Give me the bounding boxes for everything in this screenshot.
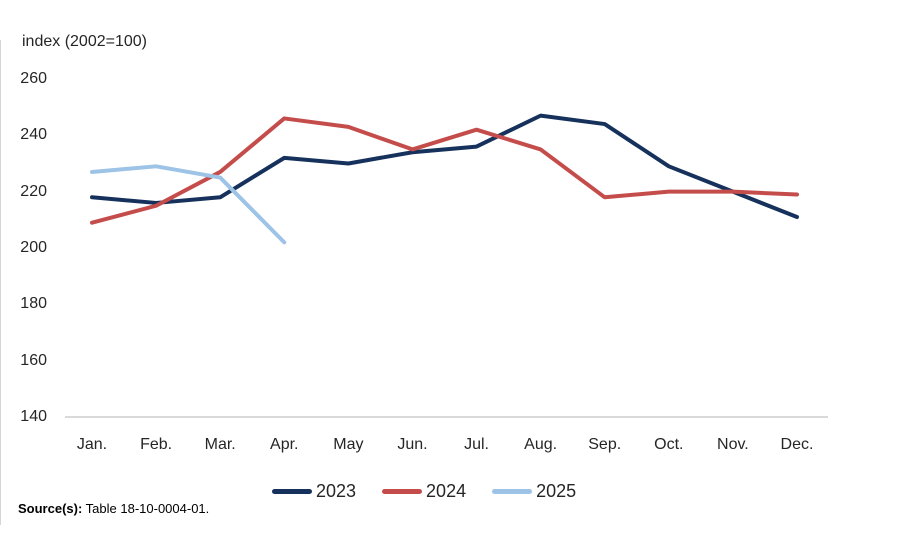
legend-label-2024: 2024 <box>426 481 467 501</box>
source-note: Source(s): Table 18-10-0004-01. <box>18 501 209 516</box>
y-axis-tick-label: 220 <box>20 182 47 200</box>
x-axis-tick-label: Apr. <box>270 436 299 453</box>
y-axis-title: index (2002=100) <box>22 33 147 50</box>
legend-swatch-2024 <box>382 488 423 494</box>
legend-label-2025: 2025 <box>536 481 577 501</box>
legend-label-2023: 2023 <box>316 481 357 501</box>
x-axis-tick-label: Jul. <box>464 436 489 453</box>
x-axis-tick-label: Feb. <box>140 436 173 453</box>
y-axis-tick-label: 260 <box>20 70 47 87</box>
page-edge-divider <box>0 40 1 525</box>
x-axis-tick-label: Mar. <box>204 436 236 453</box>
x-axis-tick-label: Nov. <box>717 436 749 453</box>
legend-item-2024: 2024 <box>382 481 466 501</box>
source-text: Table 18-10-0004-01. <box>82 501 210 516</box>
x-axis-tick-label: May <box>333 436 364 453</box>
series-line-2023 <box>90 113 799 220</box>
y-axis-tick-label: 160 <box>20 351 47 369</box>
x-axis-tick-label: Jan. <box>76 436 108 453</box>
x-axis-tick-label: Jun. <box>397 436 428 453</box>
x-axis-tick-label: Oct. <box>654 436 684 453</box>
series-line-2025 <box>90 164 287 245</box>
x-axis-tick-label: Aug. <box>524 436 558 453</box>
legend-item-2023: 2023 <box>272 481 356 501</box>
y-axis-tick-label: 180 <box>20 295 47 313</box>
y-axis-tick-label: 140 <box>20 408 47 425</box>
chart-legend: 2023 2024 2025 <box>272 481 576 501</box>
legend-swatch-2025 <box>492 488 533 494</box>
y-axis-tick-label: 240 <box>20 126 47 144</box>
y-axis-tick-label: 200 <box>20 239 47 256</box>
x-axis-tick-label: Sep. <box>588 436 622 453</box>
x-axis-tick-label: Dec. <box>780 436 814 453</box>
series-line-2024 <box>90 116 799 225</box>
legend-swatch-2023 <box>272 488 312 494</box>
legend-item-2025: 2025 <box>492 481 576 501</box>
source-label: Source(s): <box>18 501 83 516</box>
